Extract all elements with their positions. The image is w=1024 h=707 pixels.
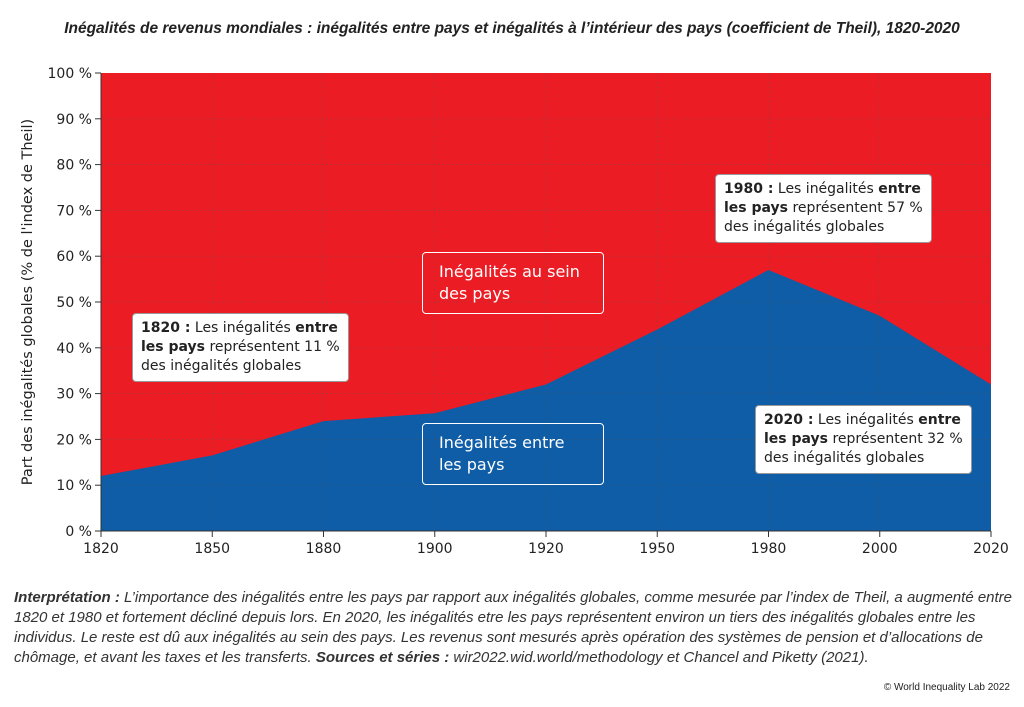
y-tick-label: 0 % — [65, 524, 92, 540]
label-within-countries: Inégalités au sein des pays — [422, 252, 604, 314]
x-tick-label: 1850 — [194, 541, 230, 557]
x-tick-label: 1920 — [528, 541, 564, 557]
y-tick-label: 70 % — [56, 203, 92, 219]
y-tick-label: 80 % — [56, 158, 92, 174]
y-tick-label: 20 % — [56, 432, 92, 448]
y-tick-label: 50 % — [56, 295, 92, 311]
x-tick-label: 1900 — [417, 541, 453, 557]
y-tick-label: 40 % — [56, 341, 92, 357]
x-tick-label: 1980 — [751, 541, 787, 557]
annotation-1980: 1980 : Les inégalités entre les pays repr… — [715, 174, 932, 243]
x-tick-label: 1950 — [639, 541, 675, 557]
y-tick-label: 90 % — [56, 112, 92, 128]
x-tick-label: 2020 — [973, 541, 1009, 557]
y-tick-label: 30 % — [56, 387, 92, 403]
annotation-1820: 1820 : Les inégalités entre les pays repr… — [132, 313, 349, 382]
x-tick-label: 1880 — [306, 541, 342, 557]
x-tick-label: 2000 — [862, 541, 898, 557]
x-tick-label: 1820 — [83, 541, 119, 557]
chart-title: Inégalités de revenus mondiales : inégal… — [64, 20, 960, 37]
annotation-2020: 2020 : Les inégalités entre les pays repr… — [755, 405, 972, 474]
y-tick-label: 100 % — [48, 66, 92, 82]
y-tick-label: 60 % — [56, 249, 92, 265]
label-between-countries: Inégalités entre les pays — [422, 423, 604, 485]
y-axis-label: Part des inégalités globales (% de l'ind… — [20, 119, 36, 485]
y-tick-label: 10 % — [56, 478, 92, 494]
interpretation-note: Interprétation : L’importance des inégal… — [14, 589, 1013, 666]
copyright: © World Inequality Lab 2022 — [883, 682, 1010, 693]
